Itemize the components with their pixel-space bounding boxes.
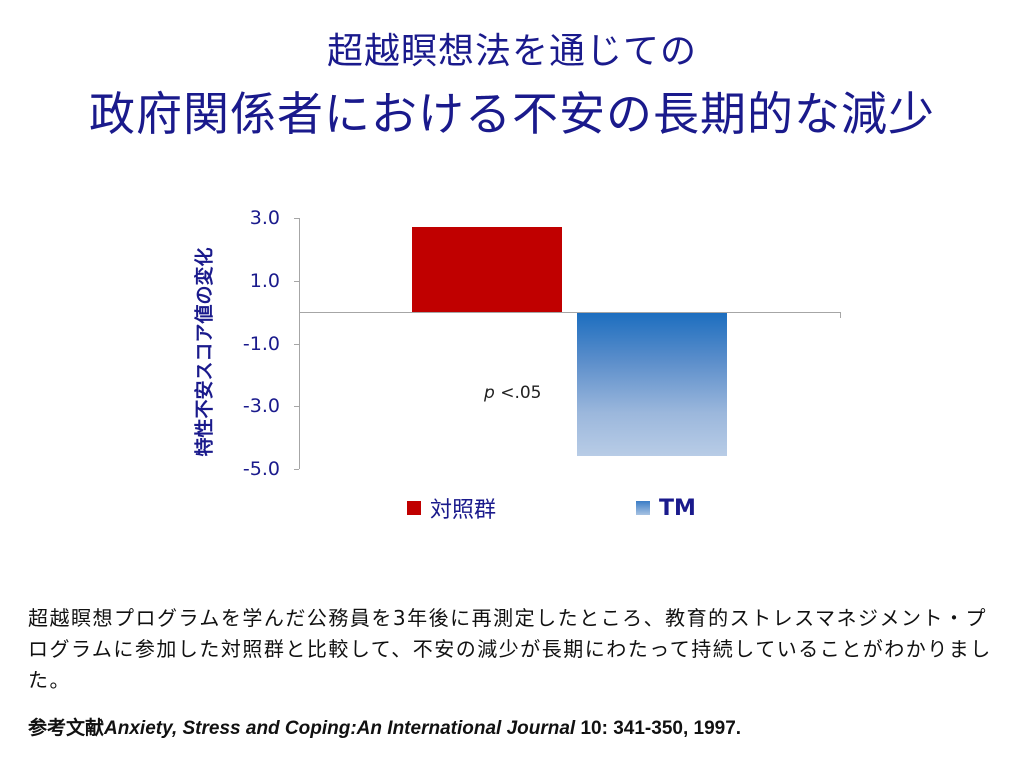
citation: 参考文献Anxiety, Stress and Coping:An Intern… [28,713,741,740]
citation-prefix: 参考文献 [28,718,105,739]
y-tick-label: 3.0 [249,207,280,229]
slide-title-line1: 超越瞑想法を通じての [326,31,697,72]
body-paragraph: 超越瞑想プログラムを学んだ公務員を3年後に再測定したところ、教育的ストレスマネジ… [28,606,992,692]
legend-swatch-red [407,501,421,515]
x-axis-end-tick [840,312,841,318]
y-tick-label: -5.0 [242,458,280,480]
y-tick-label: 1.0 [249,270,280,292]
y-tick-label: -1.0 [242,333,280,355]
legend-label: 対照群 [430,498,497,523]
y-tick-mark [294,469,299,470]
y-axis-line [299,218,300,469]
y-tick-mark [294,406,299,407]
y-tick-mark [294,281,299,282]
bar-control-group [412,227,562,313]
significance-annotation: p <.05 [484,383,542,403]
legend-item-tm: TM [636,494,696,522]
citation-journal: Anxiety, Stress and Coping:An Internatio… [104,718,576,739]
legend-swatch-blue [636,501,650,515]
legend-item-control: 対照群 [407,494,497,523]
y-tick-label: -3.0 [242,395,280,417]
y-axis-label: 特性不安スコア値の変化 [193,247,216,457]
y-tick-mark [294,344,299,345]
y-tick-mark [294,218,299,219]
legend-label: TM [659,495,696,521]
bar-tm-group [577,312,727,457]
citation-details: 10: 341-350, 1997. [575,718,742,739]
slide-title-line2: 政府関係者における不安の長期的な減少 [89,87,935,141]
x-axis-zero-line [299,312,840,313]
